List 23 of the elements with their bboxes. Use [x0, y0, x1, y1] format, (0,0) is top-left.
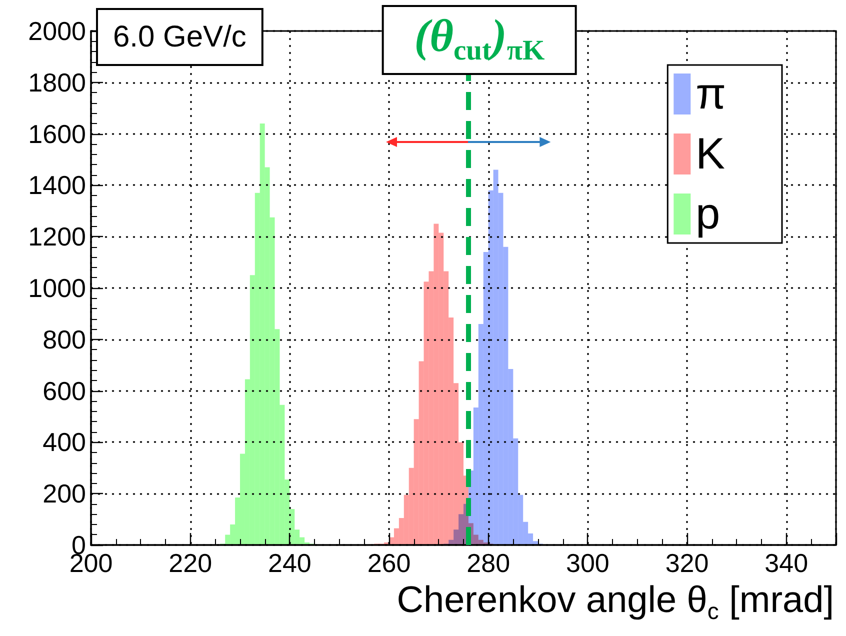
x-tick-label: 280 — [466, 548, 510, 578]
y-tick-label: 200 — [42, 478, 86, 509]
ref-line-label: (θ$_{cut}$)$_{πK}$ — [382, 5, 577, 76]
y-tick-label: 1600 — [28, 118, 86, 149]
x-tick-label: 220 — [168, 548, 212, 578]
x-tick-label: 320 — [665, 548, 709, 578]
legend-label: K — [696, 130, 725, 178]
x-tick-label: 300 — [566, 548, 610, 578]
x-tick-label: 240 — [268, 548, 312, 578]
y-tick-label: 400 — [42, 427, 86, 458]
y-tick-label: 2000 — [28, 16, 86, 46]
y-tick-label: 1400 — [28, 170, 86, 200]
annotation: 6.0 GeV/c — [113, 20, 246, 54]
y-tick-label: 600 — [42, 376, 86, 406]
x-axis-title: Cherenkov angle θ$_{c}$ [mrad] — [396, 579, 834, 624]
y-tick-label: 800 — [42, 324, 86, 354]
legend-label: p — [696, 190, 720, 238]
x-tick-label: 340 — [764, 548, 808, 578]
legend-label: π — [696, 70, 726, 118]
y-tick-label: 1200 — [28, 222, 86, 252]
x-tick-label: 260 — [367, 548, 411, 578]
y-tick-label: 1800 — [28, 67, 86, 98]
y-tick-label: 1000 — [28, 273, 86, 303]
